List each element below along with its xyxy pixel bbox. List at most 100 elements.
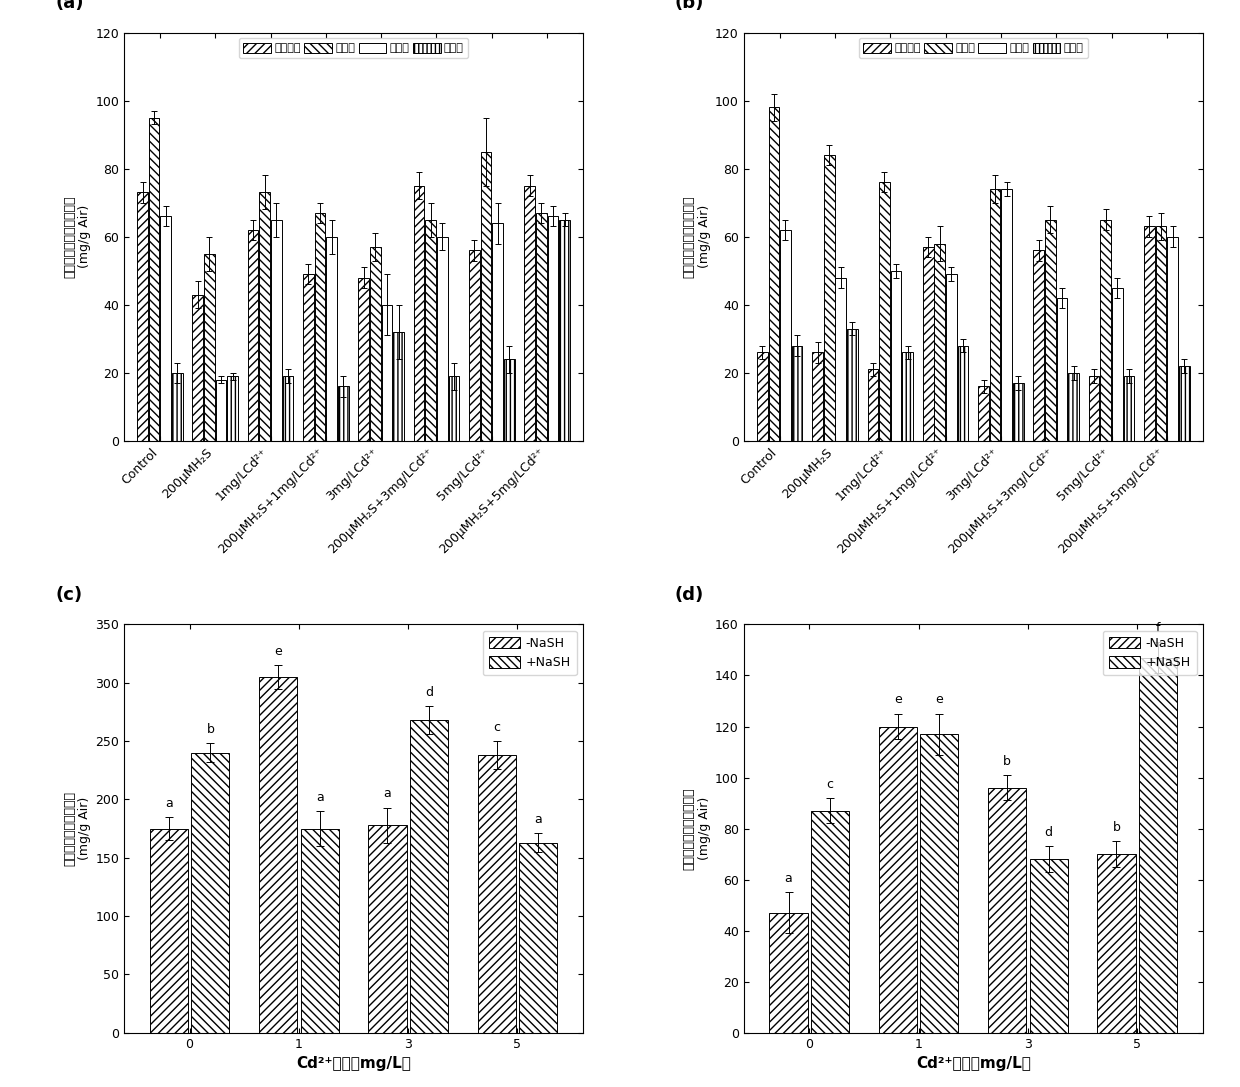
Bar (300, 828, 339, 1033)
Bar (227, 376, 238, 441)
Bar (823, 155, 835, 441)
Bar (1029, 859, 1068, 1033)
Bar (1156, 226, 1167, 441)
Text: a: a (534, 813, 542, 826)
Bar (1002, 189, 1012, 441)
Bar (172, 373, 182, 441)
Bar (477, 755, 516, 1033)
Text: e: e (894, 694, 901, 707)
Bar (339, 386, 348, 441)
Bar (492, 223, 503, 441)
Bar (150, 828, 188, 1033)
Bar (812, 352, 823, 441)
Bar (192, 295, 203, 441)
Bar (548, 216, 558, 441)
Bar (393, 332, 404, 441)
Bar (868, 370, 878, 441)
Bar (272, 220, 281, 441)
Bar (315, 213, 325, 441)
Bar (283, 376, 294, 441)
Bar (935, 243, 945, 441)
Bar (503, 359, 515, 441)
Bar (469, 250, 480, 441)
X-axis label: Cd²⁺浓度（mg/L）: Cd²⁺浓度（mg/L） (916, 1057, 1030, 1071)
Bar (1123, 376, 1135, 441)
Bar (1138, 658, 1177, 1033)
Bar (770, 913, 807, 1033)
Bar (410, 720, 448, 1033)
Bar (1167, 237, 1178, 441)
Bar (811, 811, 849, 1033)
Bar (205, 253, 215, 441)
Bar (957, 346, 968, 441)
Text: e: e (935, 694, 944, 707)
Y-axis label: 根部半纤维素中单糖含量
(mg/g Air): 根部半纤维素中单糖含量 (mg/g Air) (63, 196, 91, 278)
Bar (248, 229, 258, 441)
Text: (b): (b) (675, 0, 704, 12)
Bar (1097, 854, 1136, 1033)
Bar (481, 152, 491, 441)
Bar (382, 304, 392, 441)
Bar (160, 216, 171, 441)
Bar (358, 277, 370, 441)
Text: a: a (383, 787, 392, 800)
Bar (449, 376, 459, 441)
Bar (836, 277, 846, 441)
Y-axis label: 叶部纤维素中葡萄糖含量
(mg/g Air): 叶部纤维素中葡萄糖含量 (mg/g Air) (683, 787, 711, 870)
Bar (1069, 373, 1079, 441)
Text: e: e (274, 645, 281, 658)
Y-axis label: 根部纤维素中单糖含量
(mg/g Air): 根部纤维素中单糖含量 (mg/g Air) (63, 791, 91, 866)
Text: a: a (316, 790, 324, 803)
Bar (1045, 220, 1055, 441)
Bar (303, 274, 314, 441)
Bar (890, 271, 901, 441)
Bar (978, 386, 988, 441)
Bar (903, 352, 913, 441)
Text: (d): (d) (675, 586, 704, 604)
Bar (370, 247, 381, 441)
Bar (259, 677, 298, 1033)
Text: c: c (494, 721, 500, 734)
Bar (879, 726, 916, 1033)
Bar (990, 189, 1001, 441)
Legend: 阿拉伯糖, 半乳糖, 葡萄糖, 甘露糖: 阿拉伯糖, 半乳糖, 葡萄糖, 甘露糖 (239, 38, 469, 58)
Bar (368, 825, 407, 1033)
Text: c: c (827, 777, 833, 790)
Text: d: d (1044, 826, 1053, 839)
Bar (1033, 250, 1044, 441)
Bar (259, 192, 270, 441)
Bar (559, 220, 570, 441)
Bar (879, 183, 890, 441)
Text: a: a (165, 797, 172, 810)
Bar (536, 213, 547, 441)
Bar (792, 346, 802, 441)
Text: (a): (a) (55, 0, 83, 12)
Bar (847, 328, 858, 441)
Legend: 阿拉伯糖, 半乳糖, 葡萄糖, 甘露糖: 阿拉伯糖, 半乳糖, 葡萄糖, 甘露糖 (858, 38, 1087, 58)
Text: b: b (206, 723, 215, 736)
Bar (1013, 383, 1024, 441)
Bar (138, 192, 148, 441)
Text: b: b (1003, 754, 1011, 767)
Bar (1179, 366, 1189, 441)
Text: d: d (425, 686, 433, 699)
Bar (946, 274, 957, 441)
Bar (520, 842, 557, 1033)
Bar (525, 186, 534, 441)
Bar (149, 117, 160, 441)
Bar (1056, 298, 1068, 441)
Bar (988, 788, 1027, 1033)
Text: (c): (c) (55, 586, 82, 604)
Bar (326, 237, 337, 441)
X-axis label: Cd²⁺浓度（mg/L）: Cd²⁺浓度（mg/L） (296, 1057, 410, 1071)
Bar (756, 352, 768, 441)
Bar (920, 734, 959, 1033)
Bar (1089, 376, 1100, 441)
Text: a: a (785, 872, 792, 885)
Bar (923, 247, 934, 441)
Legend: -NaSH, +NaSH: -NaSH, +NaSH (482, 630, 577, 675)
Bar (436, 237, 448, 441)
Bar (1145, 226, 1154, 441)
Bar (425, 220, 436, 441)
Text: b: b (1112, 821, 1121, 834)
